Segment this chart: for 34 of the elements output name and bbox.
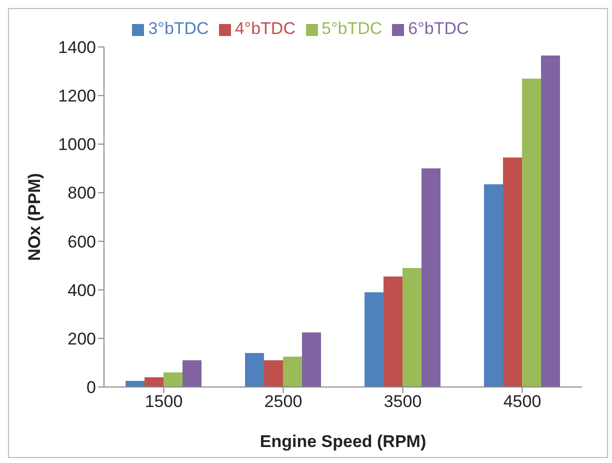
bar (302, 332, 322, 387)
y-tick-label: 800 (68, 184, 96, 203)
bar (503, 158, 522, 387)
bar (522, 78, 542, 387)
x-axis-title: Engine Speed (RPM) (260, 432, 426, 451)
x-tick-label: 3500 (384, 392, 422, 412)
bar (422, 168, 441, 387)
y-tick-label: 0 (86, 378, 96, 398)
bar (364, 292, 384, 387)
x-tick-label: 4500 (503, 392, 542, 412)
bar (484, 184, 504, 387)
y-tick-label: 1400 (58, 38, 96, 58)
bar (264, 360, 284, 387)
bar (245, 353, 264, 387)
x-tick-label: 2500 (264, 392, 302, 412)
bar (541, 56, 560, 387)
y-tick-label: 600 (68, 232, 96, 252)
legend-label: 6°bTDC (408, 19, 469, 38)
legend-label: 4°bTDC (234, 19, 296, 38)
bar (283, 356, 302, 387)
y-tick-label: 1000 (58, 135, 96, 154)
legend-label: 5°bTDC (322, 19, 382, 38)
y-tick-label: 1200 (58, 86, 96, 106)
bar (402, 268, 422, 387)
y-tick-label: 400 (68, 280, 96, 300)
legend-label: 3°bTDC (148, 19, 209, 38)
y-tick-label: 200 (68, 329, 96, 348)
bar (144, 377, 164, 387)
bar (182, 360, 202, 387)
bar (384, 276, 403, 387)
y-axis-title: NOx (PPM) (25, 173, 44, 261)
x-tick-label: 1500 (144, 392, 183, 412)
bar (164, 372, 183, 387)
bar (126, 380, 145, 387)
